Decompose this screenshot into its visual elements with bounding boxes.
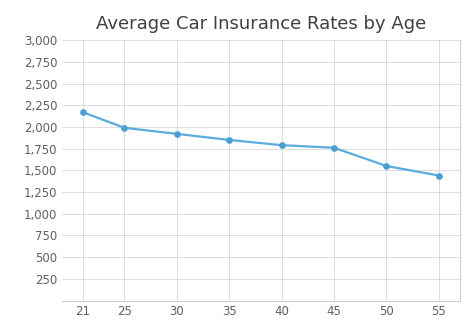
Title: Average Car Insurance Rates by Age: Average Car Insurance Rates by Age (96, 15, 426, 33)
